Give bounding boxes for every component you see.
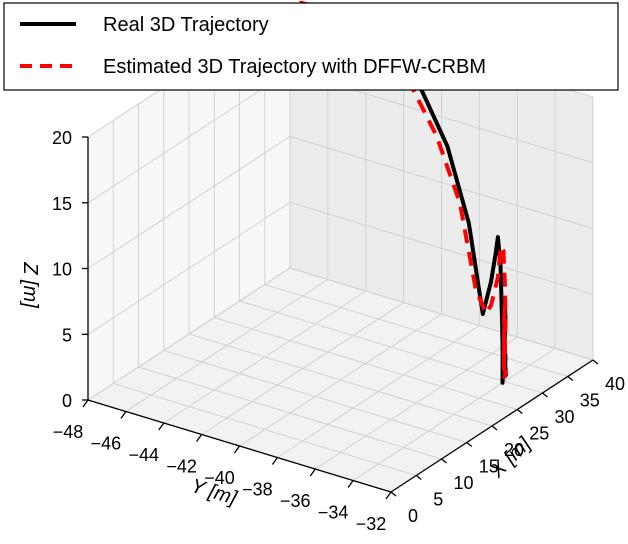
series-line-estimated	[277, 0, 508, 379]
z-tick-label: 5	[62, 325, 72, 345]
x-tick-label: 30	[554, 407, 574, 427]
x-tick	[491, 425, 498, 431]
y-tick	[233, 445, 241, 454]
y-tick	[120, 411, 127, 419]
y-tick-label: −32	[356, 514, 387, 534]
x-tick-label: 20	[504, 440, 524, 460]
z-tick-label: 0	[62, 391, 72, 411]
x-tick	[542, 392, 548, 398]
y-tick-label: −44	[129, 445, 160, 465]
y-tick	[158, 422, 165, 431]
grid-line	[125, 279, 329, 412]
x-tick	[415, 474, 422, 481]
y-tick-label: −46	[91, 434, 122, 454]
x-tick-label: 0	[408, 506, 418, 526]
y-tick-label: −36	[280, 491, 311, 511]
grid-line	[163, 290, 367, 424]
x-tick-label: 35	[580, 391, 600, 411]
x-tick	[567, 375, 574, 382]
grid-line	[289, 267, 594, 361]
grid-line	[277, 325, 480, 458]
y-tick	[309, 468, 316, 477]
x-tick-label: 5	[433, 490, 443, 510]
grid-line	[289, 136, 594, 229]
grid-line	[87, 267, 291, 401]
x-tick-label: 40	[605, 374, 625, 394]
x-tick-label: 25	[529, 424, 549, 444]
legend-label-estimated: Estimated 3D Trajectory with DFFW-CRBM	[103, 56, 486, 78]
z-tick-label: 15	[52, 194, 72, 214]
grid-line	[239, 313, 442, 447]
y-tick	[347, 480, 354, 488]
grid-line	[315, 336, 518, 470]
x-tick-label: 15	[479, 457, 499, 477]
legend: Real 3D Trajectory Estimated 3D Trajecto…	[3, 2, 619, 91]
y-tick	[385, 491, 392, 500]
y-tick	[82, 399, 89, 408]
grid-line	[87, 70, 291, 204]
y-tick-label: −34	[318, 503, 349, 523]
legend-box	[3, 2, 619, 91]
x-tick	[390, 491, 397, 497]
x-tick	[516, 408, 523, 415]
legend-label-real: Real 3D Trajectory	[103, 14, 269, 36]
y-tick	[196, 434, 203, 442]
x-tick-label: 10	[453, 473, 473, 493]
y-tick-label: −42	[166, 457, 197, 477]
grid-line	[201, 302, 404, 435]
x-tick	[466, 441, 473, 448]
z-tick-label: 20	[52, 128, 72, 148]
y-tick	[271, 457, 278, 465]
z-tick-label: 10	[52, 260, 72, 280]
grid-line	[289, 201, 594, 295]
grid-line	[87, 136, 291, 269]
y-tick-label: −48	[53, 422, 84, 442]
x-tick	[592, 359, 599, 365]
grid-line	[352, 348, 556, 481]
y-tick-label: −40	[204, 468, 235, 488]
grid-line	[87, 201, 291, 335]
z-axis-label: Z [m]	[19, 261, 41, 308]
x-tick	[441, 458, 447, 464]
y-tick-label: −38	[242, 480, 273, 500]
